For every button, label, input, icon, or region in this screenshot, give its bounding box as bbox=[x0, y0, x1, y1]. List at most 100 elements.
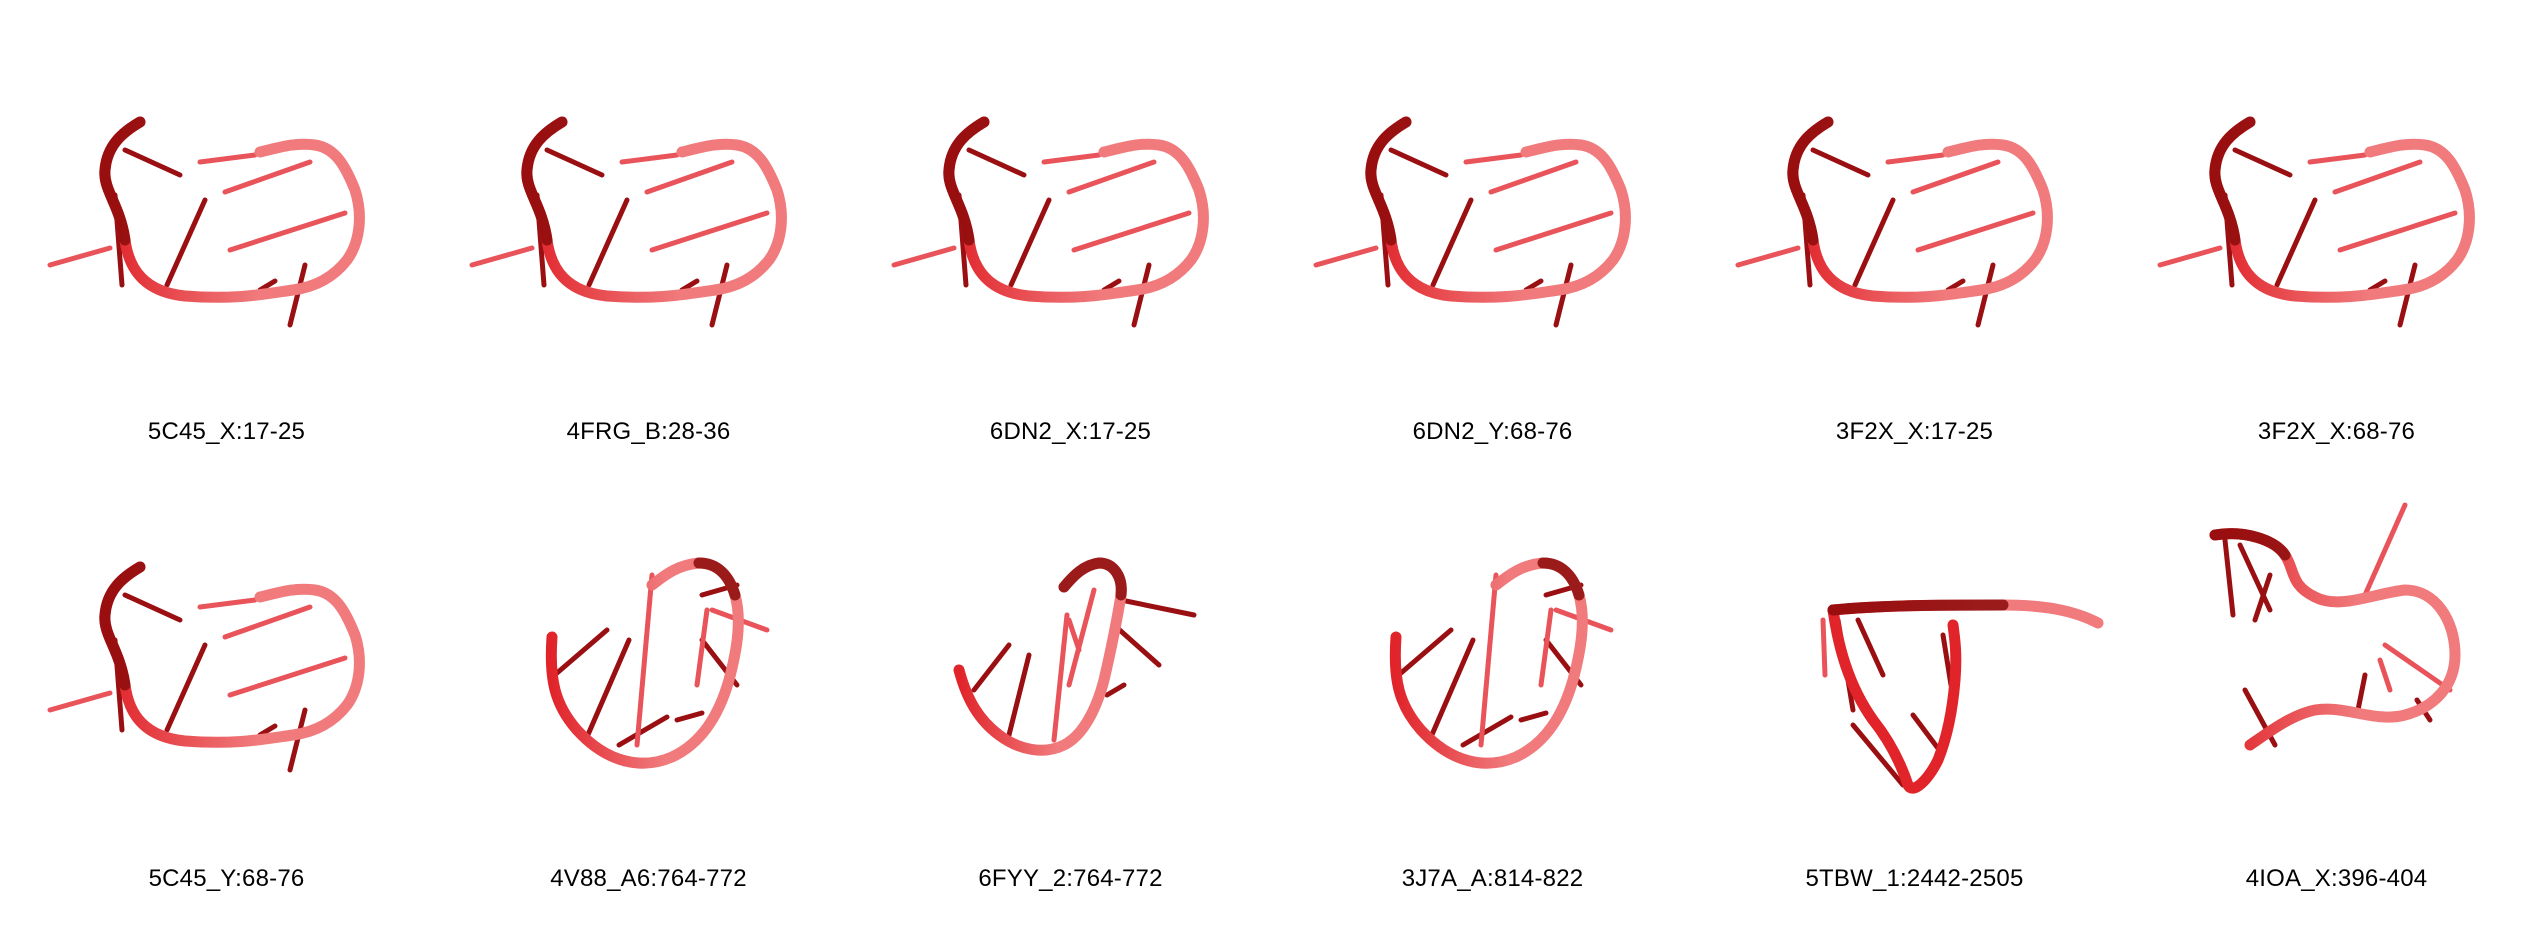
backbone-tube bbox=[943, 116, 1209, 303]
structure-label: 3J7A_A:814-822 bbox=[1401, 865, 1584, 892]
nucleotide-base bbox=[2157, 245, 2223, 268]
nucleotide-base bbox=[1118, 597, 1197, 618]
nucleotide-base bbox=[1523, 278, 1544, 293]
nucleotide-base bbox=[47, 245, 113, 268]
structure-label: 6FYY_2:764-772 bbox=[978, 865, 1163, 892]
nucleotide-base bbox=[2274, 197, 2318, 288]
nucleotide-base bbox=[227, 210, 348, 253]
nucleotide-base bbox=[1820, 617, 1828, 678]
nucleotide-base bbox=[694, 607, 710, 688]
structure-panel: 3F2X_X:68-76 bbox=[2125, 0, 2540, 445]
structure-panel: 5C45_X:17-25 bbox=[15, 0, 438, 445]
nucleotide-base bbox=[1398, 627, 1454, 676]
rna-structure-render bbox=[47, 561, 365, 773]
nucleotide-base bbox=[1071, 210, 1192, 253]
structure-label: 4V88_A6:764-772 bbox=[550, 865, 747, 892]
nucleotide-base bbox=[584, 637, 632, 740]
nucleotide-base bbox=[1478, 572, 1499, 748]
backbone-shadow bbox=[99, 561, 146, 691]
nucleotide-base bbox=[1104, 682, 1127, 698]
nucleotide-base bbox=[616, 714, 670, 748]
nucleotide-base bbox=[1111, 622, 1162, 668]
backbone-tube bbox=[99, 561, 365, 748]
nucleotide-base bbox=[2367, 278, 2388, 293]
nucleotide-base bbox=[122, 147, 183, 178]
nucleotide-base bbox=[1131, 262, 1152, 328]
nucleotide-base bbox=[1553, 262, 1574, 328]
structure-panel: 5C45_Y:68-76 bbox=[15, 445, 438, 892]
rna-structure-render bbox=[953, 557, 1197, 756]
nucleotide-base bbox=[1051, 612, 1070, 743]
nucleotide-base bbox=[227, 655, 348, 698]
nucleotide-base bbox=[1915, 210, 2036, 253]
structure-label: 4FRG_B:28-36 bbox=[566, 418, 731, 445]
nucleotide-base bbox=[1538, 607, 1554, 688]
backbone-shadow bbox=[693, 557, 741, 601]
nucleotide-base bbox=[619, 152, 680, 165]
rna-structure-render bbox=[1735, 116, 2053, 328]
nucleotide-base bbox=[197, 597, 258, 610]
structure-label: 4IOA_X:396-404 bbox=[2245, 865, 2428, 892]
nucleotide-base bbox=[47, 690, 113, 713]
structure-label: 6DN2_Y:68-76 bbox=[1412, 418, 1573, 445]
backbone-shadow bbox=[521, 116, 568, 246]
rna-structure-render bbox=[469, 116, 787, 328]
nucleotide-base bbox=[709, 262, 730, 328]
nucleotide-base bbox=[644, 159, 735, 195]
rna-structure-render bbox=[47, 116, 365, 328]
rna-structure-render bbox=[1389, 557, 1614, 769]
structure-panel: 4IOA_X:396-404 bbox=[2125, 445, 2540, 892]
structure-panel: 4FRG_B:28-36 bbox=[437, 0, 860, 445]
nucleotide-base bbox=[1518, 710, 1549, 723]
nucleotide-base bbox=[222, 159, 313, 195]
backbone-tube bbox=[521, 116, 787, 303]
structure-label: 3F2X_X:17-25 bbox=[1835, 418, 1994, 445]
backbone-shadow bbox=[99, 116, 146, 246]
nucleotide-base bbox=[1855, 617, 1886, 678]
structure-label: 5TBW_1:2442-2505 bbox=[1805, 865, 2024, 892]
nucleotide-base bbox=[1488, 159, 1579, 195]
nucleotide-base bbox=[2377, 657, 2393, 693]
structure-label: 3F2X_X:68-76 bbox=[2257, 418, 2416, 445]
backbone-tube bbox=[2209, 528, 2461, 751]
nucleotide-base bbox=[2382, 642, 2453, 693]
nucleotide-base bbox=[544, 147, 605, 178]
nucleotide-base bbox=[2307, 152, 2368, 165]
backbone-shadow bbox=[2209, 116, 2256, 246]
nucleotide-base bbox=[197, 152, 258, 165]
nucleotide-base bbox=[554, 627, 610, 676]
nucleotide-base bbox=[679, 278, 700, 293]
nucleotide-base bbox=[257, 278, 278, 293]
nucleotide-base bbox=[2252, 572, 2273, 623]
backbone-tube bbox=[2209, 116, 2475, 303]
rna-structure-render bbox=[2209, 502, 2461, 751]
structure-panel: 3F2X_X:17-25 bbox=[1703, 0, 2126, 445]
nucleotide-base bbox=[971, 642, 1012, 693]
nucleotide-base bbox=[257, 723, 278, 738]
nucleotide-base bbox=[1810, 147, 1871, 178]
backbone-tube bbox=[99, 116, 365, 303]
backbone-shadow bbox=[943, 116, 990, 246]
backbone-tube bbox=[953, 557, 1127, 756]
rna-structure-render bbox=[2157, 116, 2475, 328]
nucleotide-base bbox=[1885, 152, 1946, 165]
nucleotide-base bbox=[1735, 245, 1801, 268]
rna-structure-render bbox=[1820, 599, 2104, 794]
backbone-tube bbox=[1365, 116, 1631, 303]
backbone-tube bbox=[1787, 116, 2053, 303]
nucleotide-base bbox=[1428, 637, 1476, 740]
nucleotide-base bbox=[2397, 262, 2418, 328]
backbone-shadow bbox=[1537, 557, 1585, 601]
nucleotide-base bbox=[1066, 159, 1157, 195]
structure-panel: 6DN2_Y:68-76 bbox=[1281, 0, 1704, 445]
rna-structure-render bbox=[1313, 116, 1631, 328]
nucleotide-base bbox=[1313, 245, 1379, 268]
nucleotide-base bbox=[1008, 197, 1052, 288]
nucleotide-base bbox=[1493, 210, 1614, 253]
backbone-shadow bbox=[1058, 557, 1127, 601]
nucleotide-base bbox=[2222, 537, 2236, 618]
nucleotide-base bbox=[891, 245, 957, 268]
nucleotide-base bbox=[222, 604, 313, 640]
nucleotide-base bbox=[2362, 502, 2408, 598]
